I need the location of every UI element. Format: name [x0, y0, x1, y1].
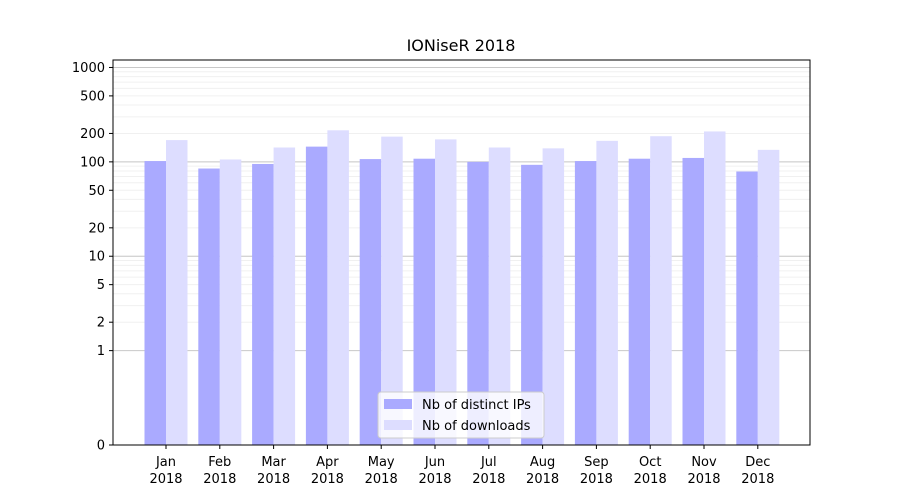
- x-tick-label-month: Sep: [584, 455, 609, 470]
- legend-label: Nb of distinct IPs: [422, 398, 531, 413]
- x-tick-label-year: 2018: [472, 472, 505, 487]
- x-tick-label-year: 2018: [580, 472, 613, 487]
- bars-layer: [144, 130, 780, 446]
- bar-downloads: [650, 136, 672, 446]
- x-tick-label-year: 2018: [203, 472, 236, 487]
- bar-distinct-ips: [198, 168, 220, 445]
- bar-downloads: [542, 148, 565, 445]
- x-tick-label-month: Nov: [691, 455, 717, 470]
- bar-distinct-ips: [305, 146, 328, 445]
- bar-distinct-ips: [359, 159, 382, 445]
- y-tick-label: 500: [80, 89, 105, 104]
- bar-downloads: [596, 140, 618, 445]
- legend-swatch: [384, 420, 412, 430]
- bar-distinct-ips: [574, 161, 597, 445]
- bar-downloads: [273, 147, 296, 445]
- legend-label: Nb of downloads: [422, 419, 531, 434]
- x-tick-label-year: 2018: [634, 472, 667, 487]
- y-tick-label: 1000: [72, 61, 105, 76]
- y-tick-label: 5: [97, 278, 105, 293]
- bar-downloads: [381, 136, 403, 445]
- x-tick-label-year: 2018: [311, 472, 344, 487]
- bar-distinct-ips: [413, 158, 435, 445]
- y-tick-label: 50: [88, 184, 105, 199]
- x-tick-label-month: Jun: [424, 455, 445, 470]
- y-tick-label: 10: [88, 250, 105, 265]
- bar-distinct-ips: [736, 171, 758, 445]
- x-tick-label-year: 2018: [257, 472, 290, 487]
- x-axis: Jan 2018 Feb 2018 Mar 2018 Apr 2018 May 2018 Jun 20…: [149, 445, 774, 487]
- x-tick-label-year: 2018: [149, 472, 182, 487]
- bar-downloads: [219, 159, 242, 445]
- legend-box: [377, 391, 545, 439]
- legend: Nb of distinct IPs Nb of downloads: [377, 391, 545, 439]
- y-tick-label: 1: [97, 344, 105, 359]
- y-tick-label: 0: [97, 439, 105, 454]
- bar-distinct-ips: [467, 161, 489, 445]
- x-tick-label-month: May: [368, 455, 395, 470]
- y-tick-label: 20: [88, 221, 105, 236]
- bar-downloads: [757, 149, 780, 445]
- x-tick-label-year: 2018: [687, 472, 720, 487]
- legend-swatch: [384, 399, 412, 409]
- bar-downloads: [435, 139, 457, 445]
- bar-distinct-ips: [682, 157, 704, 445]
- bar-downloads: [488, 147, 511, 445]
- x-tick-label-month: Dec: [745, 455, 770, 470]
- bar-downloads: [704, 131, 726, 445]
- y-tick-label: 2: [97, 316, 105, 331]
- bar-downloads: [166, 140, 188, 445]
- x-tick-label-month: Apr: [316, 455, 339, 470]
- y-axis: 0 1 2 5 10 20 50 100 200 500 1000: [72, 61, 113, 454]
- y-tick-label: 100: [80, 155, 105, 170]
- bar-distinct-ips: [144, 161, 166, 445]
- bar-distinct-ips: [521, 164, 543, 445]
- chart-title: IONiseR 2018: [407, 36, 516, 55]
- plot-frame: [112, 59, 811, 446]
- x-tick-label-month: Aug: [530, 455, 555, 470]
- x-tick-label-year: 2018: [741, 472, 774, 487]
- x-tick-label-year: 2018: [526, 472, 559, 487]
- x-tick-label-month: Jul: [480, 455, 497, 470]
- x-tick-label-month: Jan: [155, 455, 176, 470]
- x-tick-label-year: 2018: [418, 472, 451, 487]
- x-tick-label-month: Oct: [639, 455, 661, 470]
- bar-distinct-ips: [628, 158, 651, 445]
- y-tick-label: 200: [80, 127, 105, 142]
- bar-downloads: [327, 130, 349, 445]
- bar-distinct-ips: [252, 163, 274, 445]
- x-tick-label-month: Mar: [261, 455, 286, 470]
- x-tick-label-year: 2018: [365, 472, 398, 487]
- x-tick-label-month: Feb: [208, 455, 231, 470]
